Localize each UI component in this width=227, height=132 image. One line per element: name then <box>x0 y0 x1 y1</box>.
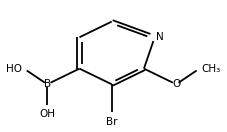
Text: HO: HO <box>6 64 22 74</box>
Text: CH₃: CH₃ <box>201 64 220 74</box>
Text: OH: OH <box>39 109 55 119</box>
Text: Br: Br <box>106 117 117 127</box>
Text: B: B <box>44 79 51 89</box>
Text: N: N <box>156 32 164 42</box>
Text: O: O <box>172 79 180 89</box>
